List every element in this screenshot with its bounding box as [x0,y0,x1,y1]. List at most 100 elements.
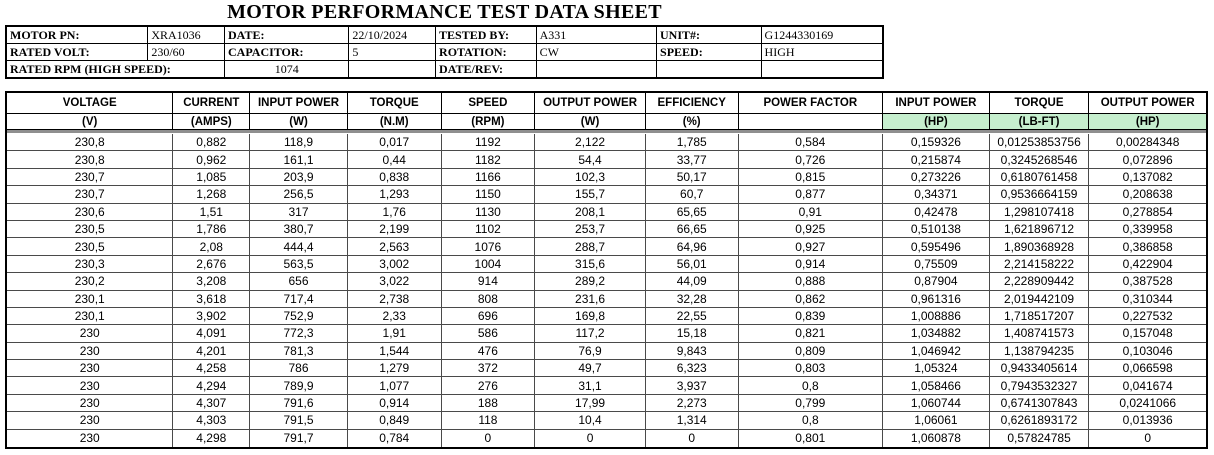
table-cell: 1192 [441,134,536,152]
table-cell: 4,307 [173,394,251,413]
info-label: ROTATION: [436,44,537,61]
column-unit: (HP) [1089,114,1206,130]
table-cell: 230 [7,360,174,378]
table-cell: 317 [250,203,348,221]
table-cell: 1,408741573 [989,325,1090,343]
table-cell: 772,3 [250,325,348,343]
table-cell: 1,046942 [883,342,990,361]
info-value: 230/60 [148,44,225,61]
table-cell: 781,3 [250,342,348,361]
table-cell: 1,718517207 [989,307,1090,326]
column-unit: (AMPS) [173,114,251,130]
table-cell: 118,9 [250,134,348,152]
table-cell: 2,199 [347,220,442,239]
table-cell: 54,4 [535,151,646,169]
info-value: 5 [349,44,437,61]
table-cell: 372 [441,360,536,378]
table-cell: 0,9536664159 [989,186,1090,204]
table-cell: 60,7 [645,186,739,204]
table-cell: 0,815 [738,168,884,187]
table-cell: 586 [441,325,536,343]
column-unit: (RPM) [441,114,536,130]
table-row: 230 4,201 781,3 1,544 476 76,9 9,843 0,809 1,046… [7,342,1206,361]
table-cell: 230,1 [7,290,174,308]
table-cell: 230 [7,394,174,413]
table-cell: 0,57824785 [990,429,1090,448]
table-cell: 914 [441,273,536,291]
table-cell: 1,890368928 [989,238,1090,256]
table-cell: 230,1 [7,307,174,326]
column-header: SPEED [441,93,536,114]
table-cell: 2,228909442 [989,273,1090,291]
column-header: OUTPUT POWER [535,93,646,114]
table-cell: 0,6741307843 [989,394,1090,413]
table-cell: 1166 [441,168,536,187]
table-cell: 0,784 [348,429,442,448]
table-cell: 22,55 [645,307,739,326]
table-cell: 0,91 [738,203,884,221]
table-cell: 0,862 [738,290,884,308]
table-body: 230,8 0,882 118,9 0,017 1192 2,122 1,785 0,584 0… [7,134,1206,448]
table-cell: 56,01 [645,255,739,274]
info-label: RATED VOLT: [7,44,149,61]
table-cell: 0,3245268546 [989,151,1090,169]
column-unit: (HP) [883,114,990,130]
table-cell: 1,621896712 [989,220,1090,239]
table-cell: 0,6180761458 [989,168,1090,187]
table-cell: 288,7 [535,238,646,256]
column-header: INPUT POWER [250,93,348,114]
table-cell: 33,77 [645,151,739,169]
table-cell: 0,386858 [1089,238,1206,256]
table-cell: 230,7 [7,186,174,204]
table-cell: 64,96 [645,238,739,256]
table-cell: 4,298 [173,429,251,448]
table-cell: 0,137082 [1089,169,1206,187]
table-cell: 1,058466 [883,377,990,395]
performance-table: VOLTAGE CURRENT INPUT POWER TORQUE SPEED OUTP… [5,91,1208,449]
table-cell: 0,75509 [883,255,990,274]
info-label: SPEED: [657,44,762,61]
table-cell: 32,28 [645,290,739,308]
table-cell: 1,279 [347,360,442,378]
table-cell: 1076 [441,238,536,256]
table-row: 230,8 0,882 118,9 0,017 1192 2,122 1,785 0,584 0… [7,134,1206,152]
table-cell: 0,584 [738,134,884,152]
table-cell: 3,208 [173,273,251,291]
column-unit: (LB-FT) [989,114,1090,130]
table-cell: 49,7 [535,360,646,378]
info-value: 22/10/2024 [349,27,437,44]
table-cell: 0,310344 [1089,291,1206,308]
table-cell: 2,08 [173,238,251,256]
table-cell: 1,544 [347,342,442,361]
table-cell: 563,5 [250,255,348,274]
table-cell: 188 [441,394,536,413]
table-cell: 3,618 [173,290,251,308]
table-row: 230,8 0,962 161,1 0,44 1182 54,4 33,77 0,726 0,2… [7,151,1206,169]
table-cell: 0,422904 [1089,256,1206,274]
table-cell: 2,273 [645,394,739,413]
table-cell: 315,6 [535,255,646,274]
info-label: UNIT#: [657,27,762,44]
column-header: VOLTAGE [7,93,174,114]
table-cell: 0,339958 [1089,221,1206,239]
table-cell: 230,5 [7,220,174,239]
table-cell: 791,7 [250,429,348,448]
table-cell: 2,676 [173,255,251,274]
table-cell: 1,268 [173,186,251,204]
table-cell: 1,298107418 [989,203,1090,221]
table-cell: 786 [250,360,348,378]
table-row: 230,1 3,902 752,9 2,33 696 169,8 22,55 0,839 1,0… [7,307,1206,326]
table-cell: 1,077 [347,377,442,395]
table-cell: 0,017 [347,134,442,152]
table-cell: 0,927 [738,238,884,256]
table-cell: 6,323 [645,360,739,378]
table-cell: 15,18 [645,325,739,343]
table-cell: 0,278854 [1089,204,1206,221]
table-cell: 0,809 [738,342,884,361]
table-row: 230 4,091 772,3 1,91 586 117,2 15,18 0,821 1,034… [7,325,1206,343]
column-header-row: VOLTAGE CURRENT INPUT POWER TORQUE SPEED OUTP… [7,93,1206,114]
table-cell: 102,3 [535,168,646,187]
table-row: 230 4,294 789,9 1,077 276 31,1 3,937 0,8 1,05846… [7,377,1206,395]
table-cell: 1,085 [173,168,251,187]
table-cell: 0,159326 [883,134,990,152]
